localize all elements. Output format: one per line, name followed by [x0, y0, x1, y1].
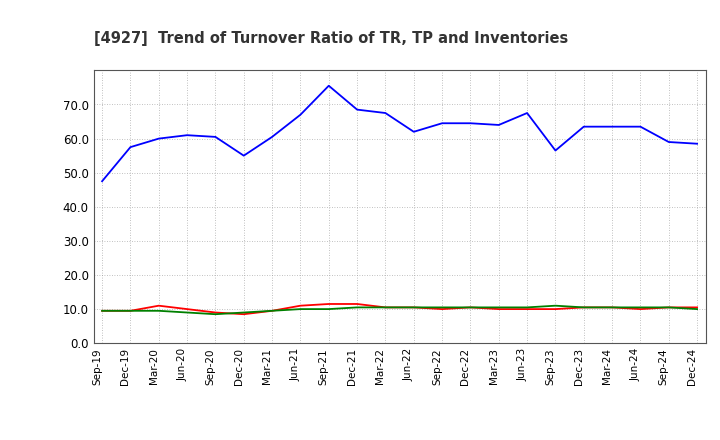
- Inventories: [381, 305, 390, 310]
- Trade Receivables: [353, 301, 361, 307]
- Trade Payables: [438, 121, 446, 126]
- Inventories: [410, 305, 418, 310]
- Trade Payables: [126, 144, 135, 150]
- Trade Payables: [523, 110, 531, 116]
- Trade Payables: [580, 124, 588, 129]
- Trade Receivables: [296, 303, 305, 308]
- Line: Inventories: Inventories: [102, 306, 697, 314]
- Trade Payables: [551, 148, 559, 153]
- Trade Receivables: [580, 305, 588, 310]
- Inventories: [268, 308, 276, 313]
- Trade Payables: [693, 141, 701, 147]
- Inventories: [466, 305, 474, 310]
- Trade Receivables: [268, 308, 276, 313]
- Inventories: [353, 305, 361, 310]
- Trade Payables: [353, 107, 361, 112]
- Trade Payables: [495, 122, 503, 128]
- Line: Trade Payables: Trade Payables: [102, 86, 697, 181]
- Trade Receivables: [410, 305, 418, 310]
- Trade Receivables: [665, 305, 673, 310]
- Trade Payables: [155, 136, 163, 141]
- Inventories: [98, 308, 107, 313]
- Trade Receivables: [240, 312, 248, 317]
- Inventories: [636, 305, 644, 310]
- Text: [4927]  Trend of Turnover Ratio of TR, TP and Inventories: [4927] Trend of Turnover Ratio of TR, TP…: [94, 31, 568, 46]
- Trade Receivables: [381, 305, 390, 310]
- Trade Receivables: [523, 306, 531, 312]
- Inventories: [240, 310, 248, 315]
- Trade Receivables: [551, 306, 559, 312]
- Trade Payables: [410, 129, 418, 135]
- Inventories: [608, 305, 616, 310]
- Trade Receivables: [211, 310, 220, 315]
- Trade Receivables: [183, 306, 192, 312]
- Inventories: [296, 306, 305, 312]
- Inventories: [523, 305, 531, 310]
- Trade Receivables: [325, 301, 333, 307]
- Inventories: [126, 308, 135, 313]
- Trade Payables: [240, 153, 248, 158]
- Inventories: [495, 305, 503, 310]
- Trade Receivables: [636, 306, 644, 312]
- Inventories: [211, 312, 220, 317]
- Trade Receivables: [693, 305, 701, 310]
- Trade Receivables: [608, 305, 616, 310]
- Line: Trade Receivables: Trade Receivables: [102, 304, 697, 314]
- Trade Receivables: [98, 308, 107, 313]
- Trade Receivables: [126, 308, 135, 313]
- Trade Receivables: [155, 303, 163, 308]
- Inventories: [183, 310, 192, 315]
- Trade Receivables: [438, 306, 446, 312]
- Inventories: [580, 305, 588, 310]
- Inventories: [551, 303, 559, 308]
- Trade Payables: [183, 132, 192, 138]
- Trade Payables: [608, 124, 616, 129]
- Trade Payables: [665, 139, 673, 145]
- Trade Payables: [381, 110, 390, 116]
- Inventories: [665, 305, 673, 310]
- Inventories: [155, 308, 163, 313]
- Trade Payables: [466, 121, 474, 126]
- Trade Receivables: [466, 305, 474, 310]
- Trade Payables: [98, 179, 107, 184]
- Trade Payables: [296, 112, 305, 117]
- Trade Receivables: [495, 306, 503, 312]
- Inventories: [693, 306, 701, 312]
- Trade Payables: [636, 124, 644, 129]
- Trade Payables: [268, 134, 276, 139]
- Inventories: [325, 306, 333, 312]
- Trade Payables: [325, 83, 333, 88]
- Inventories: [438, 305, 446, 310]
- Trade Payables: [211, 134, 220, 139]
